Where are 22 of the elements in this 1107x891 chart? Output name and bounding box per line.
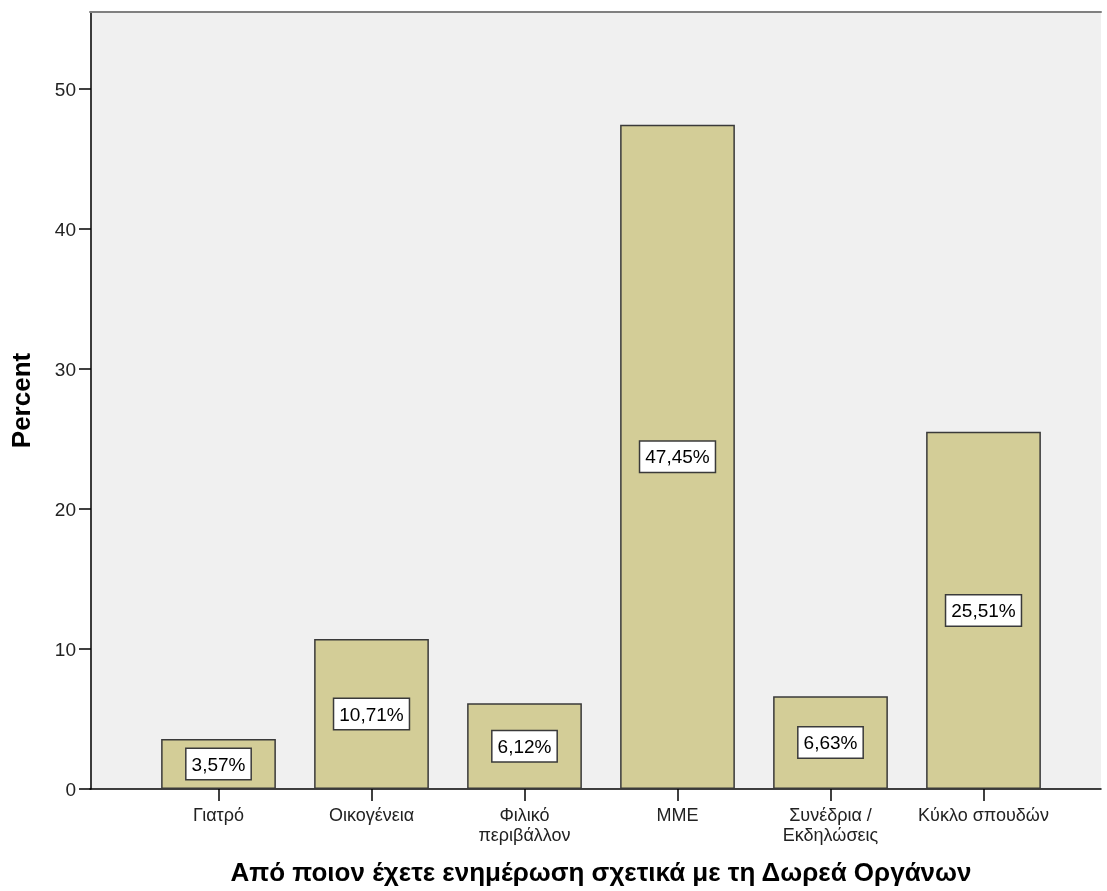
x-axis-title: Από ποιον έχετε ενημέρωση σχετικά με τη Δωρεά Οργάνων xyxy=(230,857,972,887)
y-axis-title: Percent xyxy=(6,352,36,449)
bar xyxy=(620,124,735,789)
y-tick-label: 40 xyxy=(54,218,76,240)
x-tick-label: Φιλικό περιβάλλον xyxy=(478,805,571,845)
x-tick-label: Γιατρό xyxy=(193,805,244,825)
y-tick-label: 50 xyxy=(54,78,76,100)
y-tick-label: 0 xyxy=(65,778,76,800)
bar xyxy=(926,431,1041,789)
x-tick-label: Συνέδρια / Εκδηλώσεις xyxy=(782,805,879,845)
x-tick-label: ΜΜΕ xyxy=(656,805,699,825)
y-tick-label: 10 xyxy=(54,638,76,660)
data-label: 3,57% xyxy=(191,753,246,775)
data-label: 6,12% xyxy=(497,735,552,757)
x-tick-label: Κύκλο σπουδών xyxy=(918,805,1049,825)
data-label: 10,71% xyxy=(339,703,404,725)
data-label: 6,63% xyxy=(803,732,858,754)
data-label: 25,51% xyxy=(951,599,1016,621)
data-label: 47,45% xyxy=(645,446,710,468)
x-tick-label: Οικογένεια xyxy=(328,805,415,825)
y-tick-label: 20 xyxy=(54,498,76,520)
y-tick-label: 30 xyxy=(54,358,76,380)
